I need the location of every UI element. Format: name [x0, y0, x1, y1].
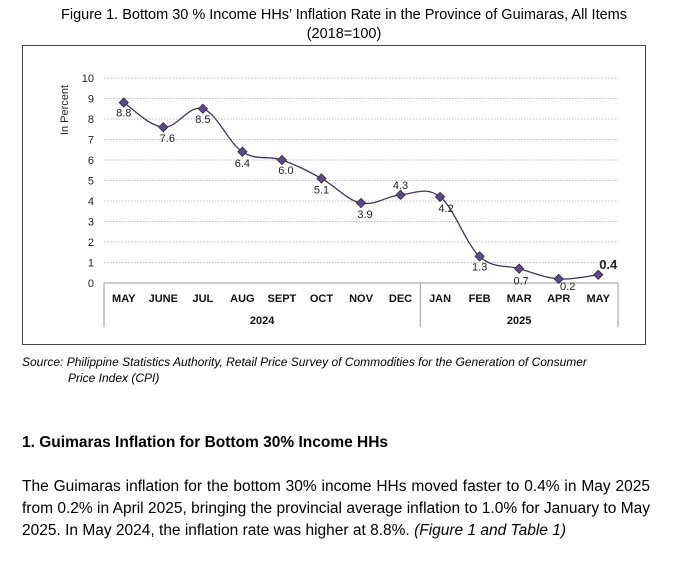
x-tick-label: APR: [547, 293, 570, 305]
x-tick-label: JUL: [192, 293, 213, 305]
data-label: 8.5: [195, 114, 210, 126]
x-tick-label: MAR: [507, 293, 532, 305]
y-tick-label: 1: [88, 258, 94, 270]
figure-title-line2: (2018=100): [306, 26, 382, 42]
source-text-line1: Philippine Statistics Authority, Retail …: [66, 355, 587, 369]
y-tick-label: 7: [88, 135, 94, 147]
x-tick-label: MAY: [112, 293, 136, 305]
data-point-marker: [593, 269, 604, 280]
data-label: 3.9: [357, 209, 372, 221]
x-tick-label: AUG: [230, 293, 254, 305]
year-group-label: 2024: [250, 315, 275, 327]
y-tick-label: 3: [88, 217, 94, 229]
x-tick-label: JAN: [429, 293, 451, 305]
x-tick-label: MAY: [587, 293, 611, 305]
source-text-line2: Price Index (CPI): [68, 371, 160, 385]
data-point-marker: [395, 189, 406, 201]
y-tick-label: 10: [82, 73, 94, 85]
y-tick-label: 0: [88, 278, 94, 290]
data-point-marker: [276, 154, 288, 166]
data-label: 7.6: [160, 133, 175, 145]
y-tick-label: 9: [88, 94, 94, 106]
x-tick-label: JUNE: [149, 293, 178, 305]
y-tick-label: 4: [88, 196, 94, 208]
x-tick-label: DEC: [389, 293, 412, 305]
data-point-marker: [474, 251, 485, 262]
paragraph-reference: (Figure 1 and Table 1): [414, 522, 566, 539]
data-point-marker: [513, 263, 525, 274]
figure-title-line1: Figure 1. Bottom 30 % Income HHs’ Inflat…: [60, 7, 627, 23]
data-label: 4.3: [393, 180, 408, 192]
data-label: 0.2: [560, 281, 575, 293]
x-tick-label: FEB: [469, 293, 491, 305]
section-paragraph: The Guimaras inflation for the bottom 30…: [22, 476, 650, 542]
data-label: 0.7: [514, 276, 529, 288]
data-label: 0.4: [599, 257, 618, 272]
data-point-marker: [237, 146, 248, 157]
figure-title: Figure 1. Bottom 30 % Income HHs’ Inflat…: [0, 6, 688, 44]
x-tick-label: SEPT: [268, 293, 297, 305]
y-tick-label: 5: [88, 176, 94, 188]
section-heading: 1. Guimaras Inflation for Bottom 30% Inc…: [22, 434, 389, 451]
data-label: 6.4: [235, 158, 250, 170]
data-label: 1.3: [472, 261, 487, 273]
data-point-marker: [553, 273, 564, 285]
data-label: 4.2: [438, 203, 453, 215]
data-point-marker: [158, 122, 169, 133]
x-tick-label: OCT: [310, 293, 334, 305]
data-label: 8.8: [116, 108, 131, 120]
series-line: [123, 102, 599, 280]
chart-frame: [22, 45, 646, 345]
data-point-marker: [197, 103, 209, 114]
x-tick-label: NOV: [349, 293, 374, 305]
paragraph-text: The Guimaras inflation for the bottom 30…: [22, 478, 650, 539]
source-prefix: Source:: [22, 355, 64, 369]
y-tick-label: 6: [88, 155, 94, 167]
data-point-marker: [355, 197, 367, 209]
y-axis-label: In Percent: [59, 85, 71, 135]
source-note: Source: Philippine Statistics Authority,…: [22, 354, 632, 386]
year-group-label: 2025: [507, 315, 531, 327]
data-point-marker: [118, 97, 129, 108]
data-label: 5.1: [314, 184, 329, 196]
data-point-marker: [434, 191, 446, 203]
y-tick-label: 8: [88, 114, 94, 126]
y-tick-label: 2: [88, 237, 94, 249]
data-label: 6.0: [278, 165, 293, 177]
data-point-marker: [316, 173, 327, 184]
